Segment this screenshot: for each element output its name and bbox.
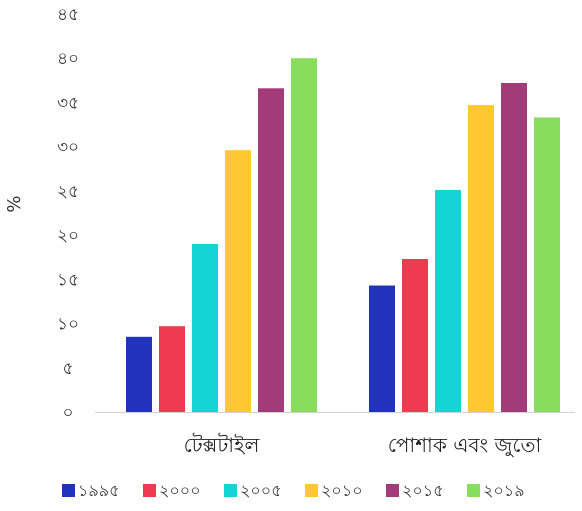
category-label: পোশাক এবং জুতো [388,433,543,458]
bar [468,105,494,412]
y-tick-label: ৪০ [57,49,79,69]
bar [225,150,251,412]
category-labels: টেক্সটাইল পোশাক এবং জুতো [184,433,543,458]
legend-label: ২০১০ [321,481,363,500]
legend-swatch [305,484,318,497]
y-tick-label: ২০ [57,226,79,246]
legend-label: ২০১৫ [402,481,444,500]
y-axis-label: % [4,195,25,212]
y-tick-label: ০ [62,403,73,423]
bar [534,117,560,412]
category-label: টেক্সটাইল [184,433,261,457]
y-axis-ticks: ০ ৫ ১০ ১৫ ২০ ২৫ ৩০ ৩৫ ৪০ ৪৫ [57,5,79,423]
bar [258,88,284,412]
legend-label: ২০১৯ [483,481,525,500]
bar [501,82,527,412]
legend-label: ২০০৫ [240,481,282,500]
y-tick-label: ৫ [62,359,73,379]
bar [402,258,428,412]
legend-swatch [143,484,156,497]
y-tick-label: ২৫ [57,182,79,202]
legend-label: ১৯৯৫ [78,481,120,500]
y-tick-label: ৪৫ [57,5,79,25]
bar [291,58,317,412]
legend-label: ২০০০ [159,481,201,500]
legend: ১৯৯৫ ২০০০ ২০০৫ ২০১০ ২০১৫ ২০১৯ [62,481,525,500]
legend-swatch [467,484,480,497]
legend-swatch [224,484,237,497]
y-tick-label: ৩০ [57,138,79,158]
legend-swatch [62,484,75,497]
y-tick-label: ৩৫ [57,93,79,113]
bar [126,336,152,412]
bar [369,285,395,412]
y-tick-label: ১০ [57,315,79,335]
bars [126,58,560,412]
bar [159,326,185,412]
legend-swatch [386,484,399,497]
y-tick-label: ১৫ [57,270,79,290]
bar [192,243,218,412]
bar [435,190,461,412]
